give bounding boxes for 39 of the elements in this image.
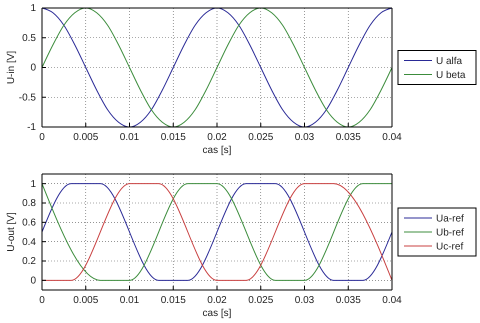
y-tick-label: -1: [27, 122, 36, 134]
y-tick-label: 0.5: [22, 32, 36, 44]
x-tick-label: 0.03: [294, 295, 315, 306]
y-tick-label: 1: [30, 3, 36, 14]
x-tick-label: 0.02: [207, 295, 228, 306]
x-tick-label: 0: [39, 132, 46, 144]
x-tick-label: 0.02: [207, 132, 228, 144]
x-tick-label: 0.005: [73, 295, 99, 306]
x-tick-label: 0.025: [248, 295, 274, 306]
x-tick-label: 0.035: [336, 295, 362, 306]
legend-label: Ub-ref: [436, 228, 464, 238]
legend-label: Uc-ref: [436, 242, 464, 252]
y-tick-label: 0.8: [22, 198, 36, 210]
x-axis-title: cas [s]: [202, 308, 232, 319]
line-series: [42, 8, 392, 128]
y-tick-label: -0.5: [18, 92, 36, 104]
x-tick-label: 0.04: [382, 132, 402, 144]
x-tick-label: 0.025: [248, 132, 274, 144]
x-tick-label: 0.03: [294, 132, 315, 144]
x-tick-label: 0.005: [73, 132, 99, 144]
y-tick-label: 1: [30, 178, 36, 190]
y-tick-label: 0: [30, 62, 36, 74]
x-tick-label: 0.01: [120, 295, 140, 306]
x-tick-label: 0.01: [120, 132, 140, 144]
x-tick-label: 0.015: [160, 132, 186, 144]
x-tick-label: 0.015: [160, 295, 186, 306]
x-axis-title: cas [s]: [202, 145, 232, 156]
x-tick-label: 0: [39, 295, 46, 306]
y-axis-title: U-in [V]: [6, 50, 17, 84]
y-tick-label: 0: [30, 276, 36, 287]
x-tick-label: 0.04: [382, 295, 402, 306]
legend-label: Ua-ref: [436, 214, 464, 224]
y-axis-title: U-out [V]: [6, 212, 17, 252]
y-tick-label: 0.2: [22, 256, 36, 268]
x-tick-label: 0.035: [336, 132, 362, 144]
y-tick-label: 0.6: [22, 218, 36, 229]
y-tick-label: 0.4: [22, 236, 36, 248]
legend-label: U alfa: [436, 56, 463, 67]
legend-label: U beta: [436, 70, 466, 81]
